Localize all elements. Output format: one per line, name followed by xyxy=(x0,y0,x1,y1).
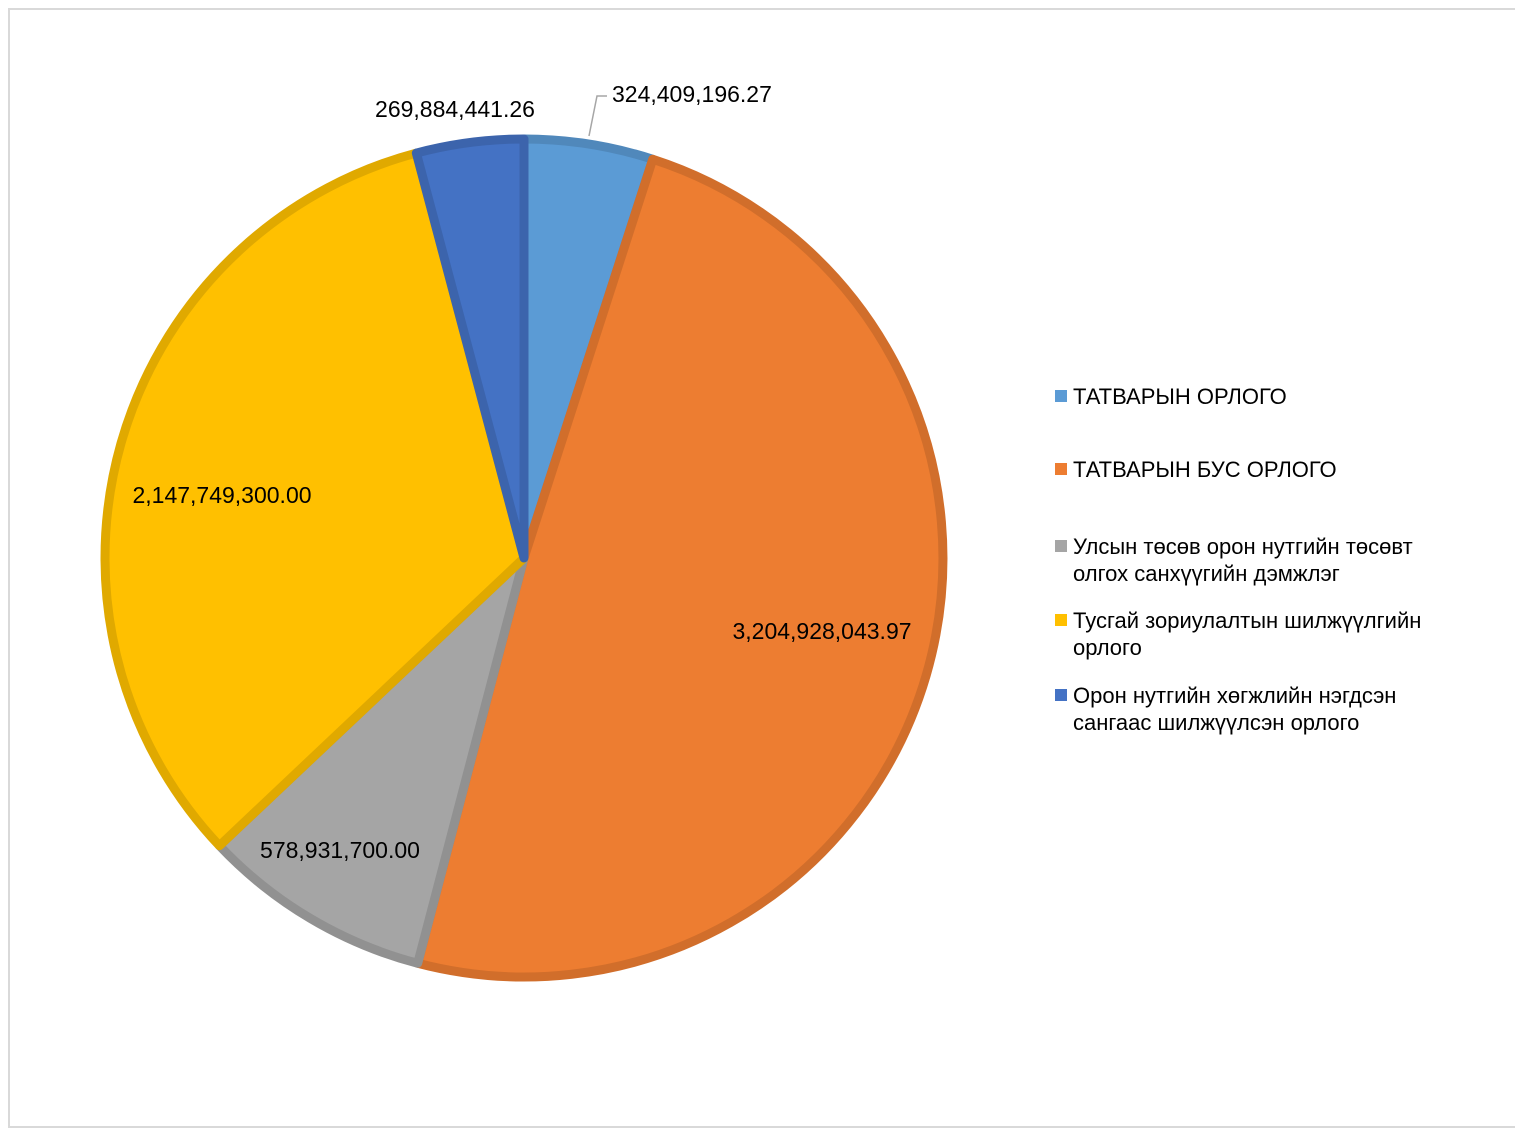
legend-label: Орон нутгийн хөгжлийн нэгдсэн сангаас ши… xyxy=(1073,683,1397,735)
legend-item-ulsyn-tosov: Улсын төсөв орон нутгийн төсөвт олгох са… xyxy=(1055,533,1503,587)
data-label-tatvaryn-orlogo: 324,409,196.27 xyxy=(612,81,772,107)
data-label-oron-nutgiin-hogjil: 269,884,441.26 xyxy=(375,96,535,122)
data-label-tusgai-zoriulalt: 2,147,749,300.00 xyxy=(132,482,311,508)
legend-label: Тусгай зориулалтын шилжүүлгийн орлого xyxy=(1073,608,1422,660)
pie-slice-tusgai-zoriulalt xyxy=(100,148,529,851)
legend-swatch xyxy=(1055,540,1067,552)
legend-item-tatvaryn-bus-orlogo: ТАТВАРЫН БУС ОРЛОГО xyxy=(1055,456,1503,483)
legend-swatch xyxy=(1055,463,1067,475)
leader-line-tatvaryn-orlogo xyxy=(588,95,607,137)
legend-swatch xyxy=(1055,390,1067,402)
legend-swatch xyxy=(1055,614,1067,626)
pie-slice-oron-nutgiin-hogjil xyxy=(411,134,529,563)
data-labels: 324,409,196.27 3,204,928,043.97 578,931,… xyxy=(132,81,911,863)
legend-item-tusgai-zoriulalt: Тусгай зориулалтын шилжүүлгийн орлого xyxy=(1055,607,1503,661)
data-label-ulsyn-tosov: 578,931,700.00 xyxy=(260,837,420,863)
legend-item-tatvaryn-orlogo: ТАТВАРЫН ОРЛОГО xyxy=(1055,383,1503,410)
legend-label: ТАТВАРЫН ОРЛОГО xyxy=(1073,384,1287,409)
legend-label: ТАТВАРЫН БУС ОРЛОГО xyxy=(1073,457,1337,482)
pie-slice-ulsyn-tosov xyxy=(214,553,529,968)
pie-slice-tatvaryn-bus-orlogo xyxy=(413,154,948,982)
legend-label: Улсын төсөв орон нутгийн төсөвт олгох са… xyxy=(1073,534,1413,586)
leader-lines xyxy=(588,95,607,137)
legend-item-oron-nutgiin-hogjil: Орон нутгийн хөгжлийн нэгдсэн сангаас ши… xyxy=(1055,682,1503,736)
data-label-tatvaryn-bus-orlogo: 3,204,928,043.97 xyxy=(732,618,911,644)
legend-swatch xyxy=(1055,689,1067,701)
pie-slices xyxy=(100,134,948,982)
